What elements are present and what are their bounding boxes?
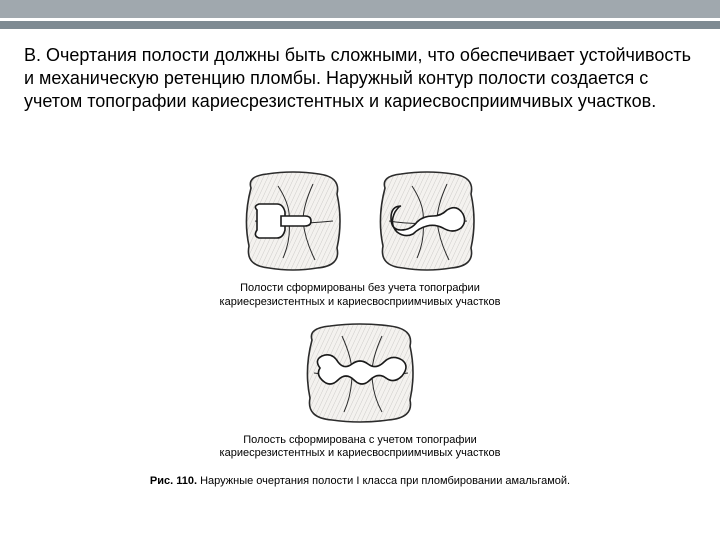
figure-text: Наружные очертания полости I класса при …	[200, 475, 570, 487]
caption-bottom: Полость сформирована с учетом топографии…	[210, 434, 510, 462]
tooth-illustration-2	[367, 166, 487, 276]
tooth-illustration-1	[233, 166, 353, 276]
tooth-row-bottom	[0, 318, 720, 428]
caption-top: Полости сформированы без учета топографи…	[210, 282, 510, 310]
figure-label: Рис. 110.	[150, 475, 197, 487]
tooth-illustration-3	[290, 318, 430, 428]
figure-area: Полости сформированы без учета топографи…	[0, 160, 720, 487]
figure-caption: Рис. 110. Наружные очертания полости I к…	[0, 475, 720, 487]
tooth-row-top	[0, 166, 720, 276]
decorative-top-band	[0, 0, 720, 32]
main-paragraph: В. Очертания полости должны быть сложным…	[24, 44, 696, 113]
